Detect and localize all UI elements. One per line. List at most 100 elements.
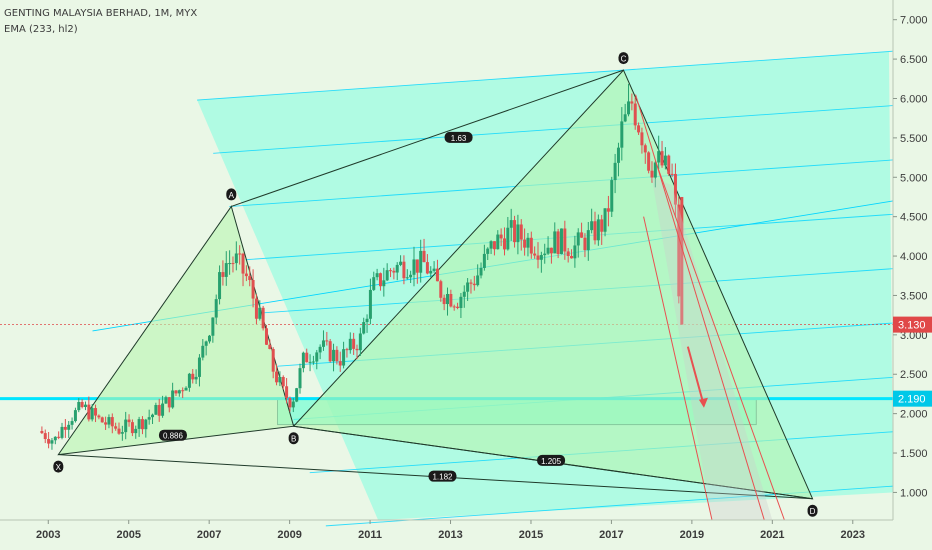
candle-body <box>657 151 661 163</box>
candle-body <box>425 262 429 274</box>
candle-body <box>171 390 175 408</box>
ratio-label: 1.205 <box>541 457 562 466</box>
candle-body <box>181 390 185 392</box>
candle-body <box>643 145 647 153</box>
candle-body <box>415 259 419 273</box>
candle-body <box>613 162 617 181</box>
candle-body <box>459 296 463 308</box>
candle-body <box>556 231 560 254</box>
y-tick-label: 1.500 <box>900 448 928 460</box>
candle-body <box>667 155 671 174</box>
candle-body <box>191 373 195 380</box>
candle-body <box>177 390 181 394</box>
x-tick-label: 2021 <box>760 529 784 541</box>
candle-body <box>241 253 245 274</box>
candle-body <box>63 426 67 430</box>
candle-body <box>663 155 667 166</box>
candle-body <box>154 405 158 415</box>
level-price-label: 2.190 <box>898 394 926 406</box>
candle-body <box>506 227 510 250</box>
candle-body <box>201 345 205 358</box>
y-tick-label: 5.500 <box>900 133 928 145</box>
ratio-label: 1.63 <box>451 134 467 143</box>
ratio-label: 1.182 <box>432 473 453 482</box>
candle-body <box>164 397 168 404</box>
candle-body <box>211 317 215 336</box>
candle-body <box>449 294 453 307</box>
candle-body <box>348 338 352 351</box>
candle-body <box>519 224 523 240</box>
candle-body <box>432 268 436 271</box>
candle-body <box>311 361 315 363</box>
candle-body <box>627 101 631 115</box>
down-channel-line <box>643 216 713 521</box>
candle-body <box>529 237 533 254</box>
candle-body <box>104 422 108 425</box>
candle-body <box>268 344 272 349</box>
candle-body <box>67 424 71 430</box>
candle-body <box>214 299 218 318</box>
candle-body <box>442 297 446 305</box>
point-label-x: X <box>56 463 62 472</box>
candle-body <box>161 403 165 416</box>
candle-body <box>482 253 486 268</box>
candle-body <box>476 275 480 286</box>
candle-body <box>496 234 500 250</box>
candle-body <box>590 221 594 231</box>
candle-body <box>513 220 517 243</box>
candle-body <box>516 224 520 243</box>
y-tick-label: 1.000 <box>900 487 928 499</box>
x-tick-label: 2009 <box>277 529 301 541</box>
candle-body <box>73 410 77 422</box>
candle-body <box>486 248 490 254</box>
candle-body <box>543 253 547 256</box>
candle-body <box>107 417 111 425</box>
candle-body <box>412 259 416 275</box>
candle-body <box>208 335 212 342</box>
point-label-b: B <box>291 435 296 444</box>
candle-body <box>596 219 600 241</box>
point-badge-b <box>288 432 299 445</box>
candle-body <box>435 268 439 282</box>
y-tick-label: 7.000 <box>900 15 928 27</box>
candle-body <box>224 263 228 277</box>
candle-body <box>439 281 443 298</box>
point-label-d: D <box>810 507 816 516</box>
candle-body <box>338 361 342 366</box>
candle-body <box>275 371 279 383</box>
candle-body <box>234 253 238 264</box>
down-channel <box>635 94 785 521</box>
candle-body <box>382 280 386 287</box>
y-tick-label: 5.000 <box>900 172 928 184</box>
candle-body <box>228 263 232 265</box>
candle-body <box>409 274 413 278</box>
candle-body <box>452 306 456 308</box>
pattern-labels: X A B C D 0.886 1.63 1.205 1.182 <box>53 52 818 517</box>
candle-body <box>204 341 208 346</box>
harmonic-line-ac <box>231 69 624 207</box>
candle-body <box>271 348 275 372</box>
candle-body <box>321 340 325 347</box>
x-tick-label: 2015 <box>519 529 543 541</box>
candle-body <box>352 338 356 349</box>
candle-body <box>539 255 543 260</box>
point-badge-d <box>807 504 818 517</box>
x-tick-label: 2007 <box>197 529 221 541</box>
candle-body <box>610 180 614 212</box>
candle-body <box>358 333 362 351</box>
point-badge-x <box>53 460 64 473</box>
candle-body <box>462 291 466 297</box>
candle-body <box>325 340 329 342</box>
y-tick-label: 3.000 <box>900 330 928 342</box>
candle-body <box>492 241 496 250</box>
candle-body <box>378 273 382 287</box>
candle-body <box>593 221 597 241</box>
candle-body <box>606 208 610 212</box>
candle-body <box>570 255 574 259</box>
y-tick-label: 2.500 <box>900 369 928 381</box>
x-tick-label: 2011 <box>358 529 382 541</box>
candle-body <box>633 103 637 126</box>
candle-body <box>549 247 553 254</box>
candle-body <box>583 237 587 251</box>
